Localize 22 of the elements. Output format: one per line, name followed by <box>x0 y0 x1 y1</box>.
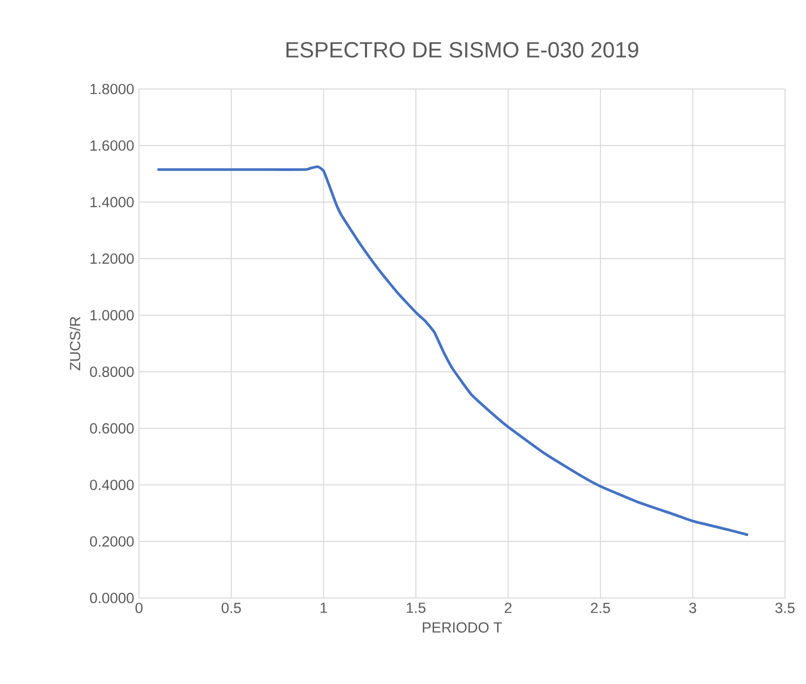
x-tick-label: 0 <box>135 602 142 614</box>
chart-title: ESPECTRO DE SISMO E-030 2019 <box>286 42 638 58</box>
y-tick-label: 1.6000 <box>90 140 134 151</box>
x-tick-label: 1.5 <box>406 602 426 613</box>
y-tick-label: 0.0000 <box>90 592 134 604</box>
y-axis-title: ZUCS/R <box>70 316 80 370</box>
y-tick-label: 0.4000 <box>90 480 134 490</box>
line-series <box>156 165 750 536</box>
x-tick-label: 3 <box>689 602 696 614</box>
x-axis-title: PERIODO T <box>422 622 502 633</box>
y-tick-label: 1.8000 <box>90 84 134 94</box>
x-tick-label: 0.5 <box>222 602 241 614</box>
y-tick-label: 0.8000 <box>90 366 134 377</box>
y-tick-label: 1.4000 <box>90 196 134 208</box>
x-tick-label: 2 <box>504 602 512 613</box>
y-tick-label: 0.2000 <box>90 536 134 547</box>
x-tick-label: 2.5 <box>590 602 610 614</box>
y-tick-label: 1.2000 <box>90 253 134 264</box>
y-tick-label: 0.6000 <box>90 423 134 434</box>
y-tick-label: 1.0000 <box>90 310 134 320</box>
x-tick-label: 1 <box>320 602 327 613</box>
x-tick-label: 3.5 <box>775 602 795 614</box>
